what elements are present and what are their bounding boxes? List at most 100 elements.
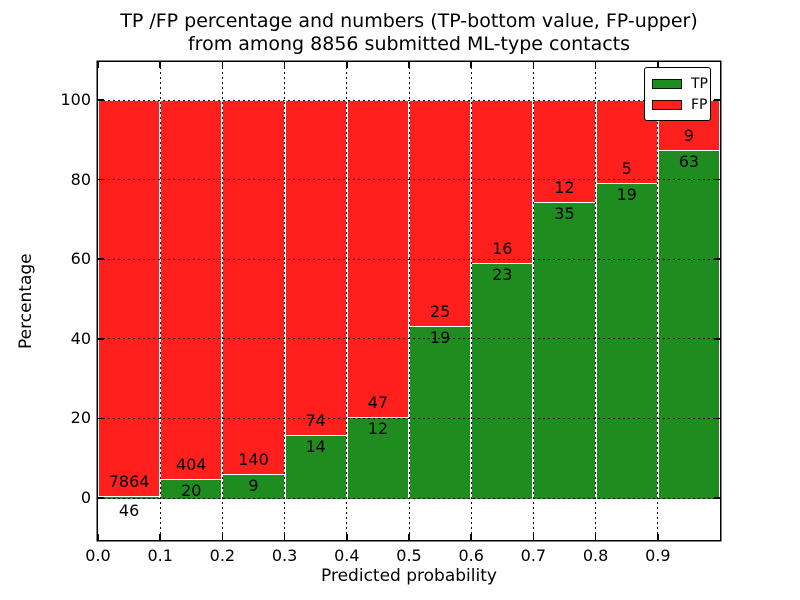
x-tick-label: 0.2 <box>209 546 236 565</box>
chart-title-line2: from among 8856 submitted ML-type contac… <box>187 33 631 55</box>
horizontal-gridline <box>98 497 720 499</box>
x-tick-mark-bottom <box>97 534 99 540</box>
segment-divider <box>410 326 471 328</box>
tp-segment <box>658 150 719 499</box>
tp-segment <box>347 418 408 499</box>
y-tick-mark-left <box>98 417 104 420</box>
fp-count-label: 47 <box>367 393 389 413</box>
y-tick-label: 20 <box>70 408 91 428</box>
fp-count-label: 16 <box>492 239 513 259</box>
tp-swatch-icon <box>652 78 682 89</box>
tp-count-label: 23 <box>492 265 513 285</box>
tp-count-label: 63 <box>678 151 700 171</box>
legend-label-tp: TP <box>691 75 708 92</box>
segment-divider <box>596 182 657 184</box>
fp-count-label: 7864 <box>108 471 150 491</box>
vertical-gridline <box>346 62 348 540</box>
x-tick-mark-bottom <box>532 534 535 540</box>
fp-segment <box>161 101 222 481</box>
legend: TP FP <box>644 67 711 121</box>
tp-segment <box>223 474 284 499</box>
horizontal-gridline <box>98 338 720 340</box>
y-tick-label: 40 <box>70 328 91 348</box>
stacked-bar <box>471 100 534 499</box>
legend-entry-fp: FP <box>652 94 708 115</box>
x-tick-mark-top <box>221 62 224 68</box>
segment-divider <box>99 495 160 497</box>
x-tick-mark-top <box>159 62 161 68</box>
vertical-gridline <box>595 62 597 540</box>
tp-count-label: 19 <box>616 184 637 204</box>
y-tick-mark-left <box>98 338 104 340</box>
stacked-bar <box>284 100 347 499</box>
fp-segment <box>285 101 346 436</box>
x-tick-mark-bottom <box>159 534 161 540</box>
fp-segment <box>534 101 595 203</box>
plot-area: 7864 46 404 20 140 9 74 14 47 12 25 19 16 23 12 35 5 19 9 6… <box>97 62 720 540</box>
x-tick-label: 0.6 <box>458 546 484 565</box>
fp-segment <box>472 101 533 265</box>
tp-segment <box>161 480 222 499</box>
horizontal-gridline <box>98 417 720 419</box>
x-axis-label: Predicted probability <box>321 566 497 586</box>
tp-count-label: 19 <box>429 328 451 348</box>
tp-count-label: 35 <box>554 203 575 223</box>
y-tick-mark-right <box>714 178 720 181</box>
vertical-gridline <box>532 62 534 540</box>
tp-segment <box>596 183 657 499</box>
fp-count-label: 25 <box>429 302 451 322</box>
fp-count-label: 74 <box>305 410 326 430</box>
fp-count-label: 9 <box>683 125 694 145</box>
y-tick-label: 60 <box>70 249 91 269</box>
horizontal-gridline <box>98 179 720 181</box>
x-tick-mark-bottom <box>594 534 597 540</box>
fp-count-label: 140 <box>238 449 269 469</box>
tp-count-label: 46 <box>118 501 140 520</box>
fp-count-label: 12 <box>554 177 575 197</box>
x-tick-mark-bottom <box>408 534 410 540</box>
tp-count-label: 9 <box>248 475 259 495</box>
x-tick-mark-top <box>470 62 472 68</box>
segment-divider <box>534 201 595 203</box>
stacked-bar <box>98 100 161 499</box>
x-tick-mark-top <box>408 62 410 68</box>
vertical-gridline <box>221 62 223 540</box>
horizontal-gridline <box>98 99 720 101</box>
y-tick-label: 100 <box>60 90 91 109</box>
tp-segment <box>534 202 595 499</box>
segment-divider <box>223 473 284 475</box>
fp-segment <box>223 101 284 475</box>
vertical-gridline <box>284 62 286 540</box>
chart-title: TP /FP percentage and numbers (TP-bottom… <box>98 10 720 56</box>
x-tick-mark-top <box>594 62 597 68</box>
x-tick-mark-top <box>283 62 286 68</box>
x-tick-label: 0.1 <box>147 546 173 565</box>
legend-label-fp: FP <box>691 96 708 113</box>
stacked-bar <box>533 100 596 499</box>
x-tick-mark-top <box>657 62 659 68</box>
y-tick-mark-left <box>98 497 104 499</box>
segment-divider <box>285 434 346 436</box>
fp-count-label: 5 <box>621 158 632 178</box>
y-tick-label: 0 <box>80 488 91 507</box>
y-tick-mark-left <box>98 99 104 101</box>
segment-divider <box>472 263 533 265</box>
x-tick-label: 0.9 <box>645 546 671 565</box>
x-tick-label: 0.5 <box>396 546 422 565</box>
segment-divider <box>161 479 222 481</box>
segment-divider <box>347 417 408 419</box>
stacked-bar <box>595 100 658 499</box>
y-tick-mark-right <box>714 258 720 260</box>
fp-segment <box>99 101 160 497</box>
fp-segment <box>410 101 471 328</box>
fp-count-label: 404 <box>176 455 207 475</box>
tp-segment <box>285 435 346 499</box>
y-tick-mark-right <box>714 99 720 101</box>
tp-count-label: 12 <box>367 419 389 439</box>
x-tick-label: 0.7 <box>520 546 547 565</box>
tp-count-label: 20 <box>181 481 202 501</box>
tp-segment <box>472 264 533 499</box>
y-tick-mark-right <box>714 497 720 499</box>
y-tick-mark-left <box>98 178 104 181</box>
